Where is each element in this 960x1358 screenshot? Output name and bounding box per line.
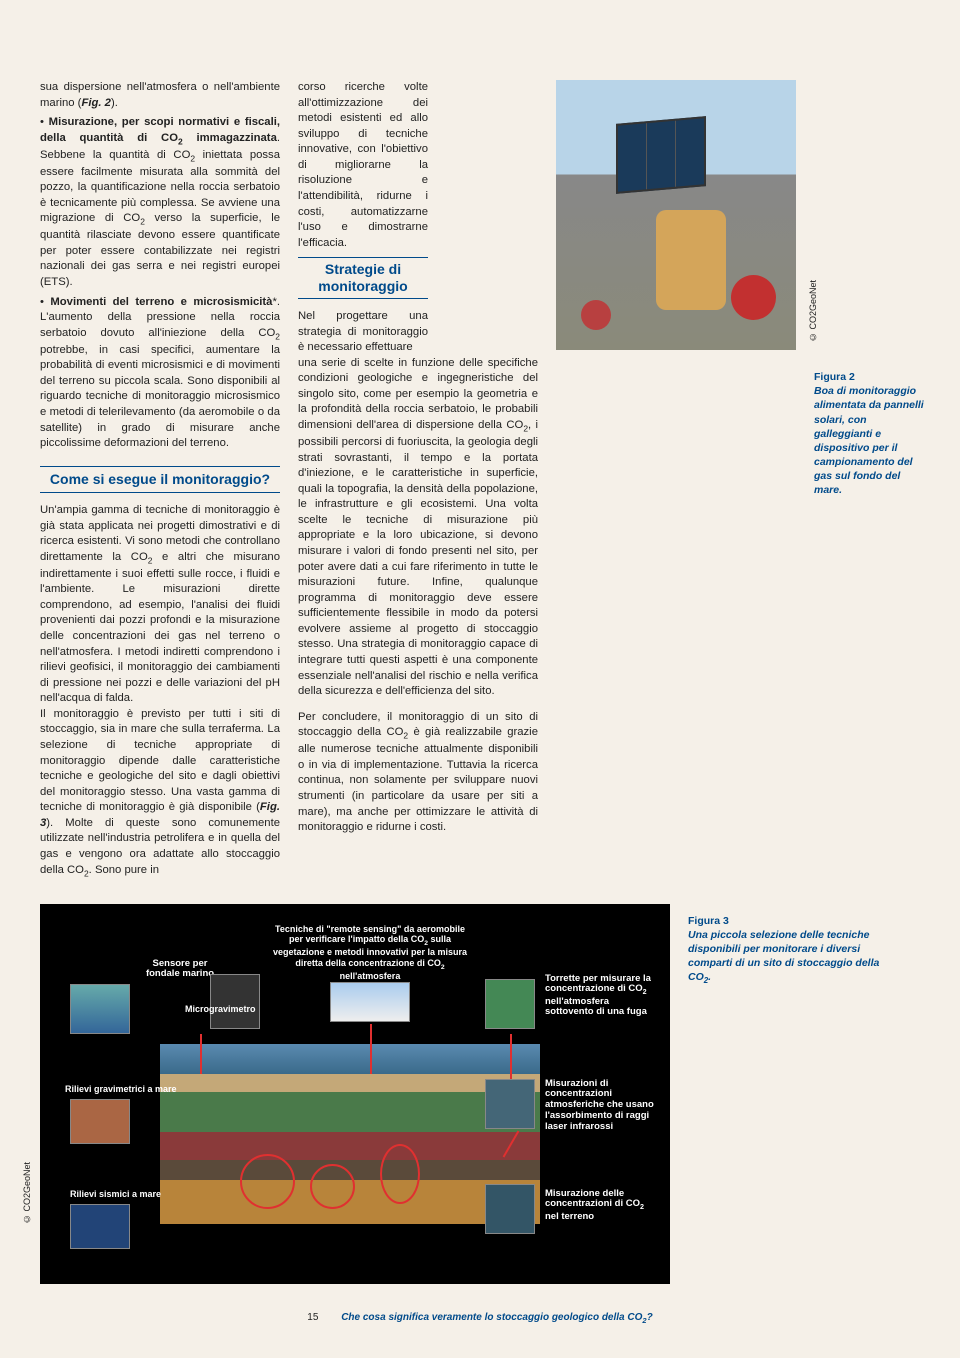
label-seabed-sensor: Sensore per fondale marino <box>140 959 220 981</box>
figure-3-caption: Figura 3 Una piccola selezione delle tec… <box>688 904 893 1284</box>
thumb-soil <box>485 1184 535 1234</box>
label-microgravimeter: Microgravimetro <box>185 1004 275 1014</box>
heading-strategies: Strategie di monitoraggio <box>298 257 428 299</box>
connector-line <box>370 1024 372 1074</box>
middle-column: corso ricerche volte all'ottimizzazione … <box>298 80 538 880</box>
layer-sea <box>160 1044 540 1074</box>
para-research-ongoing: corso ricerche volte all'ottimizzazione … <box>298 80 428 251</box>
figure-2-credit: © CO2GeoNet <box>808 280 818 342</box>
figure-3-diagram: Sensore per fondale marino Microgravimet… <box>40 904 670 1284</box>
plume-circle <box>240 1154 295 1209</box>
figure-2-image <box>556 80 796 350</box>
solar-panel-icon <box>616 116 706 194</box>
thumb-aircraft <box>330 982 410 1022</box>
figure-2-caption-text: Boa di monitoraggio alimentata da pannel… <box>814 384 924 497</box>
connector-line <box>200 1034 202 1074</box>
thumb-gravimetric <box>70 1099 130 1144</box>
layer-sand <box>160 1074 540 1092</box>
thumb-atmospheric <box>485 1079 535 1129</box>
thumb-microgravimeter <box>210 974 260 1029</box>
layer-red <box>160 1132 540 1160</box>
para-conclusion: Per concludere, il monitoraggio di un si… <box>298 710 538 836</box>
plume-circle <box>380 1144 420 1204</box>
figure-3-credit: © CO2GeoNet <box>22 1162 32 1224</box>
para-monitoring-sites: Il monitoraggio è previsto per tutti i s… <box>40 707 280 880</box>
label-tower: Torrette per misurare la concentrazione … <box>545 974 660 1019</box>
label-atmospheric: Misurazioni di concentrazioni atmosferic… <box>545 1079 660 1134</box>
float-icon <box>731 275 776 320</box>
para-strategy-intro: Nel progettare una strategia di monitora… <box>298 309 428 356</box>
buoy-icon <box>656 210 726 310</box>
para-techniques: Un'ampia gamma di tecniche di monitoragg… <box>40 503 280 707</box>
thumb-seismic <box>70 1204 130 1249</box>
figure-3-caption-title: Figura 3 <box>688 914 893 928</box>
bullet-ground-movement: • Movimenti del terreno e microsismicità… <box>40 295 280 452</box>
para-dispersal: sua dispersione nell'atmosfera o nell'am… <box>40 80 280 111</box>
connector-line <box>510 1034 512 1079</box>
figure-2-caption-title: Figura 2 <box>814 370 924 384</box>
footer-title: Che cosa significa veramente lo stoccagg… <box>341 1312 652 1323</box>
figure-2-column: © CO2GeoNet <box>556 80 796 880</box>
thumb-tower <box>485 979 535 1029</box>
thumb-seabed-sensor <box>70 984 130 1034</box>
figure-3-caption-text: Una piccola selezione delle tecniche dis… <box>688 928 893 987</box>
para-strategy-body: una serie di scelte in funzione delle sp… <box>298 356 538 700</box>
label-soil: Misurazione delle concentrazioni di CO2 … <box>545 1189 660 1223</box>
left-column: sua dispersione nell'atmosfera o nell'am… <box>40 80 280 880</box>
layer-green <box>160 1092 540 1132</box>
label-remote-sensing: Tecniche di "remote sensing" da aeromobi… <box>270 924 470 982</box>
page-footer: 15 Che cosa significa veramente lo stocc… <box>40 1304 920 1345</box>
float-icon-2 <box>581 300 611 330</box>
heading-how-monitoring: Come si esegue il monitoraggio? <box>40 466 280 493</box>
figure-2-caption: Figura 2 Boa di monitoraggio alimentata … <box>814 80 924 880</box>
label-gravimetric: Rilievi gravimetrici a mare <box>65 1084 195 1094</box>
plume-circle <box>310 1164 355 1209</box>
page-number: 15 <box>307 1312 318 1323</box>
label-seismic: Rilievi sismici a mare <box>70 1189 200 1199</box>
bullet-measurement: • Misurazione, per scopi normativi e fis… <box>40 115 280 290</box>
